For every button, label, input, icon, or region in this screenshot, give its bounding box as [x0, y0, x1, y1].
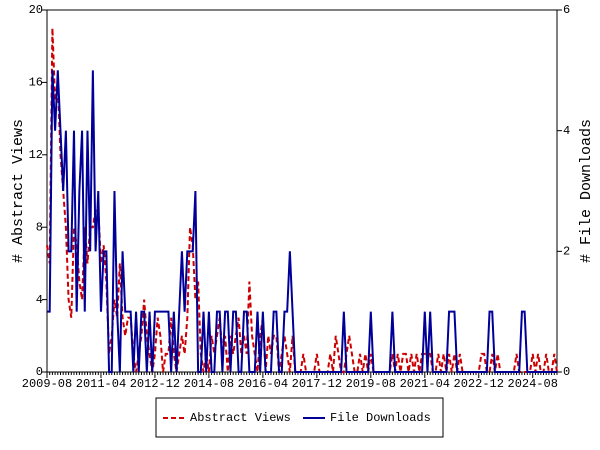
- x-tick-label: 2024-08: [508, 377, 558, 391]
- y2-tick-label: 6: [563, 3, 570, 17]
- y2-axis-label: # File Downloads: [578, 119, 595, 263]
- series-line: [47, 70, 557, 373]
- x-tick-label: 2016-04: [238, 377, 288, 391]
- x-tick-label: 2012-12: [130, 377, 180, 391]
- y-tick-label: 16: [29, 76, 43, 90]
- y-tick-label: 8: [36, 220, 43, 234]
- y2-tick-label: 0: [563, 365, 570, 379]
- legend-label: Abstract Views: [190, 411, 291, 425]
- x-tick-label: 2019-08: [346, 377, 396, 391]
- series-line: [46, 28, 558, 373]
- y2-tick-label: 2: [563, 245, 570, 259]
- y-tick-label: 20: [29, 3, 43, 17]
- x-tick-label: 2017-12: [292, 377, 342, 391]
- x-tick-label: 2022-12: [454, 377, 504, 391]
- y-axis-label: # Abstract Views: [10, 119, 27, 263]
- x-tick-label: 2014-08: [184, 377, 234, 391]
- legend: [155, 397, 444, 438]
- legend-label: File Downloads: [330, 411, 431, 425]
- y2-tick-label: 4: [563, 124, 570, 138]
- y-tick-label: 12: [29, 148, 43, 162]
- x-tick-label: 2021-04: [400, 377, 450, 391]
- x-tick-label: 2011-04: [76, 377, 126, 391]
- y-tick-label: 4: [36, 293, 43, 307]
- x-tick-label: 2009-08: [22, 377, 72, 391]
- y-tick-label: 0: [36, 365, 43, 379]
